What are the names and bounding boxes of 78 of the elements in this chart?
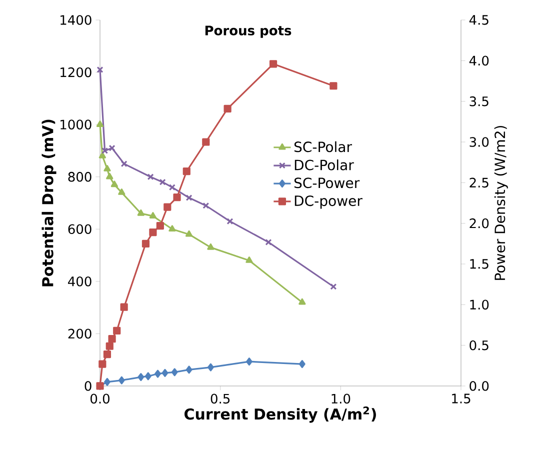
- point: [208, 363, 214, 372]
- point: [269, 60, 278, 68]
- point: [265, 238, 272, 246]
- point: [104, 165, 111, 172]
- y-tick-label: 1200: [60, 67, 92, 78]
- y2-tick-label: 0.5: [470, 340, 488, 350]
- point: [162, 368, 168, 377]
- y-tick-label: 1000: [60, 120, 92, 130]
- point: [137, 209, 144, 216]
- point: [173, 194, 181, 202]
- y2-tick-label: 3.0: [470, 137, 489, 147]
- point: [110, 180, 118, 188]
- point: [226, 218, 234, 225]
- y2-axis-title: Power Density (W/m2): [494, 126, 508, 280]
- legend-label: SC-Power: [294, 178, 360, 188]
- point: [246, 358, 252, 366]
- point: [113, 326, 121, 334]
- point: [138, 373, 144, 382]
- x-tick-label: 1.5: [452, 394, 470, 404]
- y2-tick-label: 2.0: [470, 218, 489, 228]
- point: [186, 194, 192, 202]
- y2-tick-label: 0.0: [470, 381, 489, 391]
- point: [142, 240, 150, 248]
- point: [96, 120, 104, 127]
- point: [98, 360, 106, 368]
- point: [168, 184, 176, 191]
- point: [298, 298, 306, 305]
- point: [330, 82, 338, 90]
- y-tick-label: 400: [68, 276, 92, 286]
- point: [98, 152, 106, 158]
- x-tick-label: 0.5: [210, 394, 230, 404]
- y-tick-label: 1400: [60, 15, 92, 25]
- point: [186, 366, 192, 374]
- point: [103, 350, 112, 358]
- chart-title: Porous pots: [205, 26, 292, 38]
- y2-tick-label: 2.5: [470, 178, 488, 188]
- point: [144, 372, 152, 380]
- y2-tick-label: 4.0: [469, 56, 489, 66]
- point: [298, 360, 306, 368]
- point: [182, 167, 190, 176]
- point: [104, 378, 110, 386]
- x-tick-label: 0.0: [90, 394, 110, 404]
- legend-label: SC-Polar: [294, 141, 352, 152]
- point: [147, 174, 154, 180]
- y-tick-label: 200: [68, 328, 92, 339]
- point: [207, 243, 214, 250]
- legend-label: DC-power: [294, 195, 362, 209]
- y-axis-title: Potential Drop (mV): [42, 120, 56, 286]
- point: [120, 160, 128, 168]
- legend-label: DC-Polar: [294, 159, 354, 170]
- y-tick-label: 800: [68, 172, 92, 182]
- y-tick-label: 600: [68, 224, 92, 234]
- y2-tick-label: 1.5: [470, 259, 488, 269]
- point: [202, 138, 210, 146]
- point: [149, 212, 157, 218]
- point: [106, 172, 114, 180]
- point: [202, 202, 210, 209]
- point: [106, 342, 114, 350]
- point: [120, 303, 128, 311]
- y2-tick-label: 4.5: [469, 15, 488, 25]
- point: [171, 368, 178, 376]
- x-axis-title: Current Density (A/m$^{2}$): [184, 406, 376, 423]
- y2-tick-label: 3.5: [470, 96, 488, 106]
- point: [118, 376, 125, 384]
- x-tick-label: 1.0: [332, 394, 350, 404]
- point: [168, 225, 176, 232]
- point: [108, 335, 116, 343]
- point: [154, 370, 161, 378]
- point: [156, 222, 164, 230]
- point: [185, 230, 193, 237]
- point: [159, 178, 166, 186]
- y-tick-label: 0: [84, 381, 92, 391]
- point: [246, 256, 253, 263]
- point: [164, 203, 172, 211]
- point: [118, 188, 126, 195]
- point: [224, 104, 232, 112]
- y2-tick-label: 1.0: [470, 300, 489, 310]
- point: [149, 228, 157, 236]
